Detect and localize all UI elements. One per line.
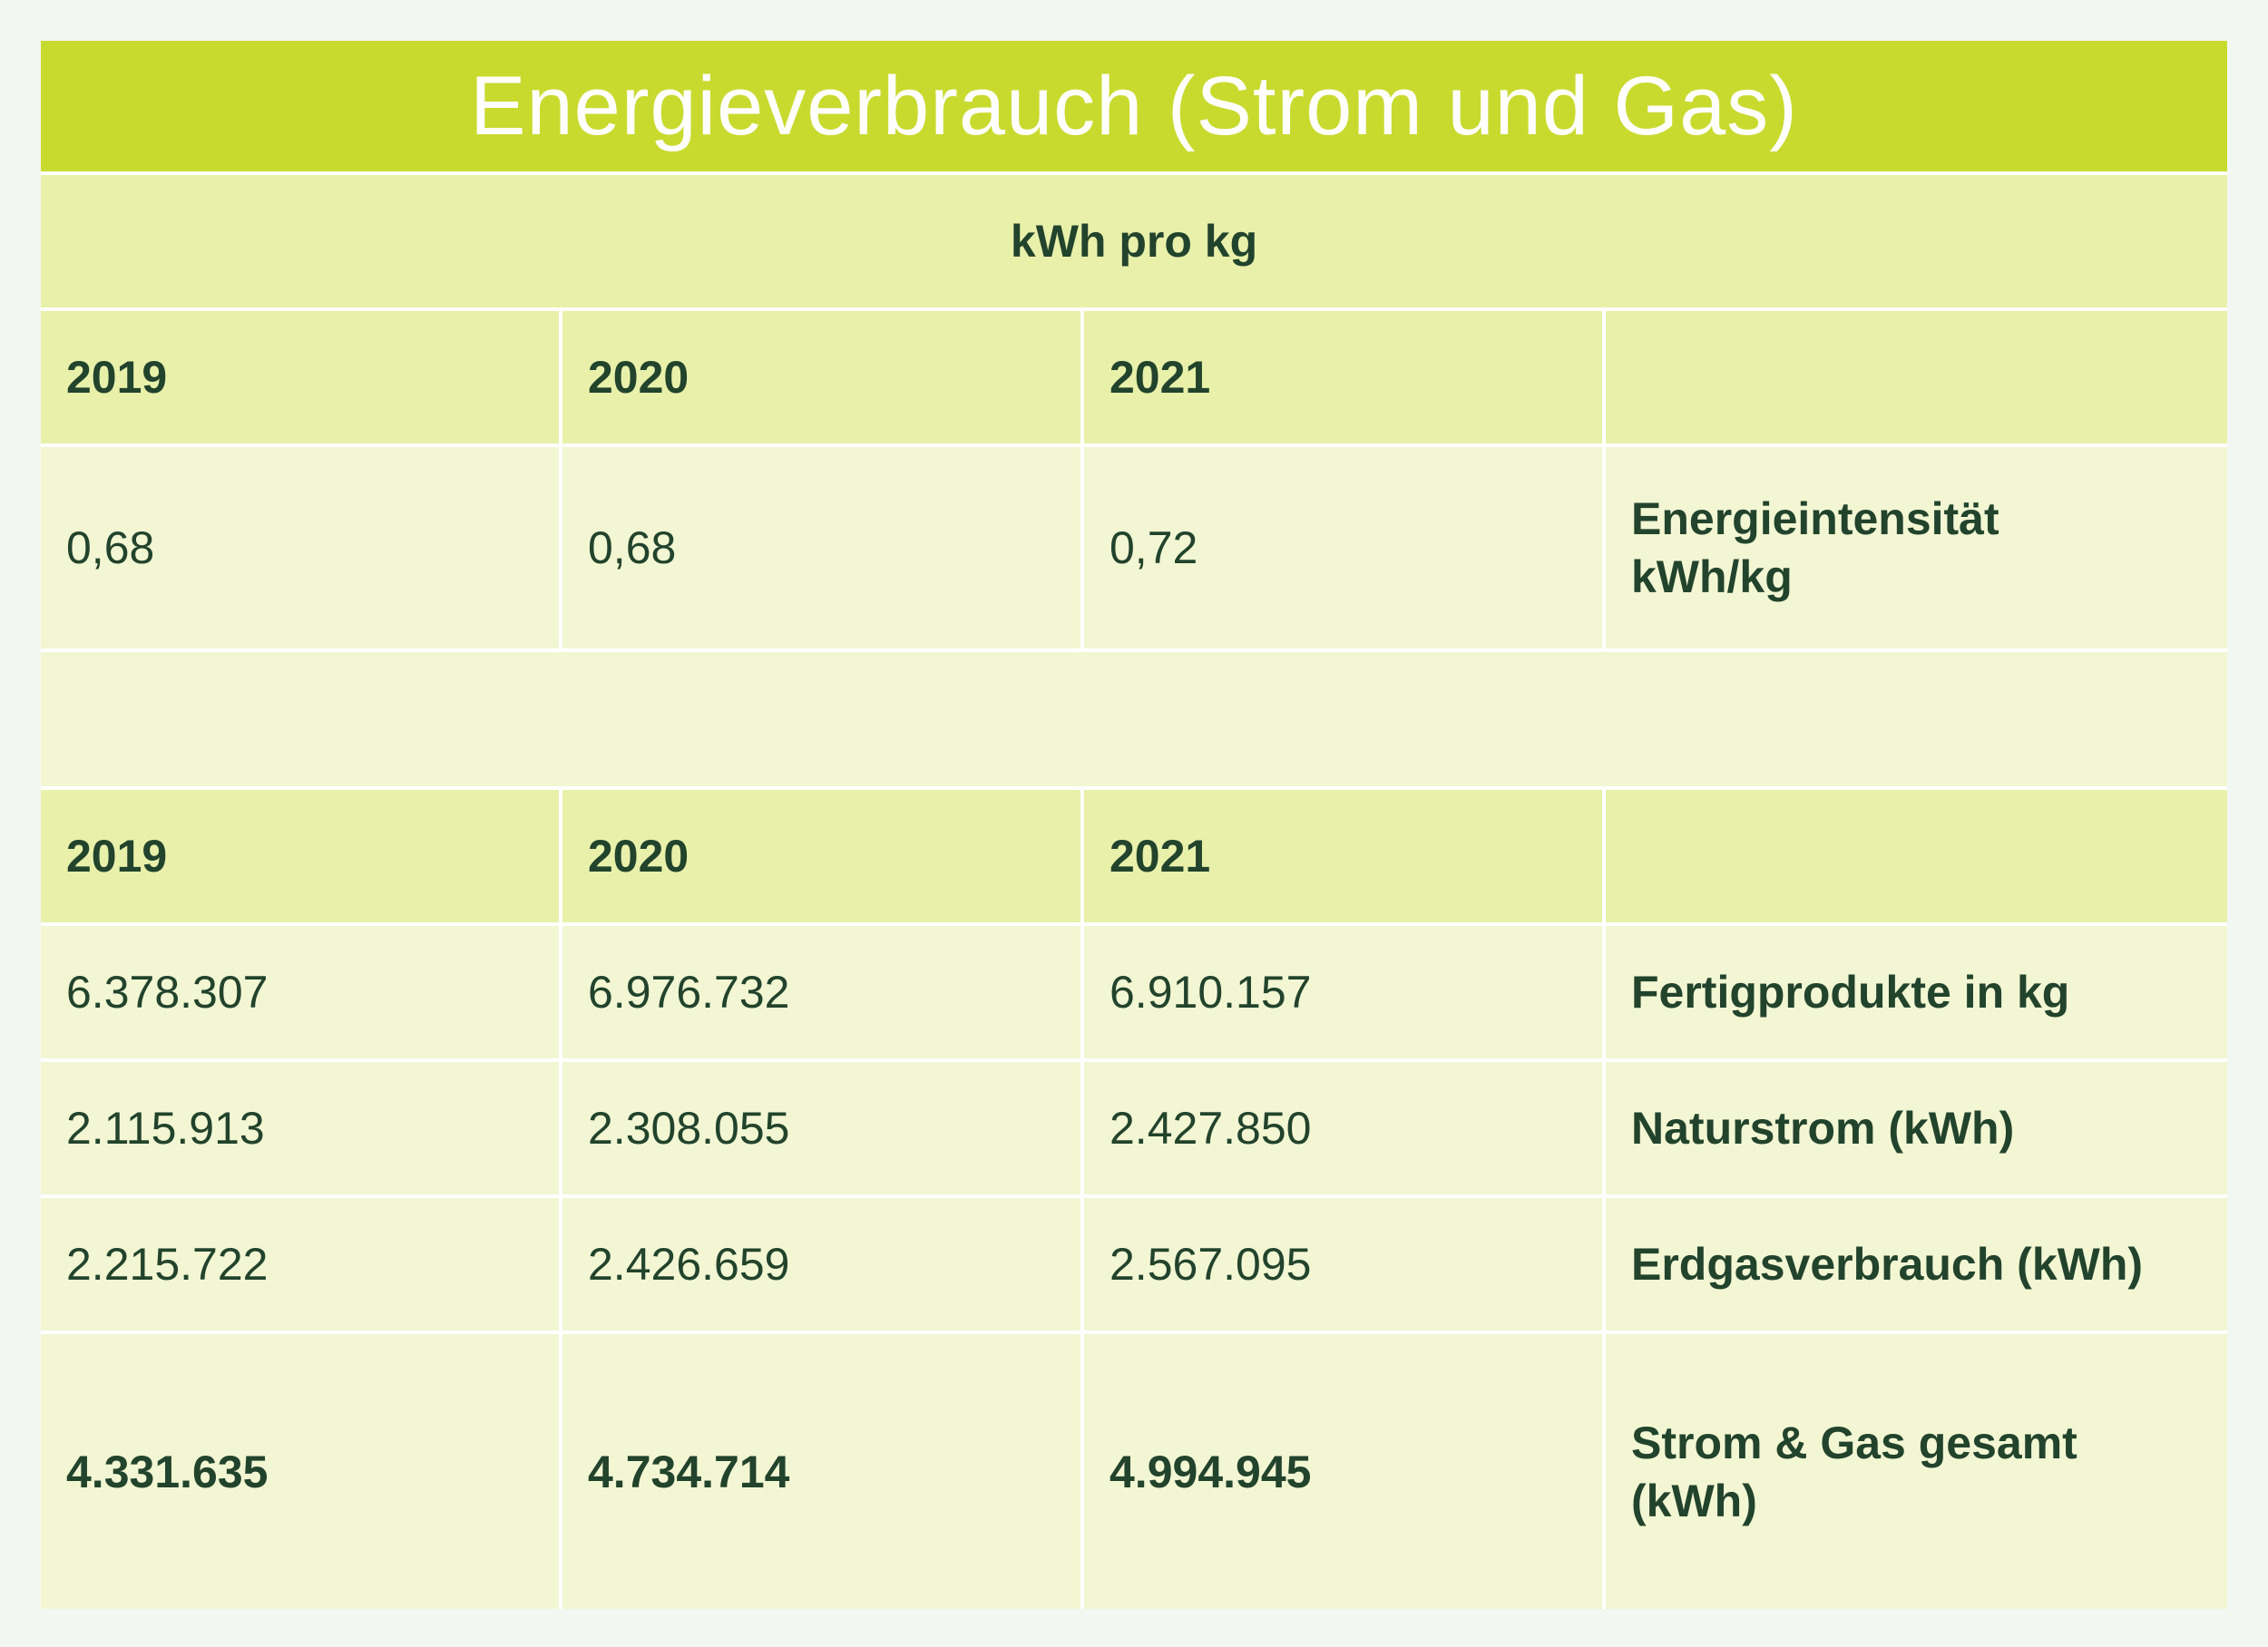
consumption-header-row: 2019 2020 2021 [41,790,2227,926]
total-row: 4.331.635 4.734.714 4.994.945 Strom & Ga… [41,1334,2227,1609]
year-header: 2020 [562,790,1084,922]
row-label-text: Strom & Gas gesamt (kWh) [1631,1417,2077,1526]
total-value-cell: 4.994.945 [1084,1334,1606,1609]
row-label: Energieintensität kWh/kg [1606,447,2227,648]
total-value-cell: 4.734.714 [562,1334,1084,1609]
year-header: 2021 [1084,790,1606,922]
table-row: 2.215.722 2.426.659 2.567.095 Erdgasverb… [41,1198,2227,1334]
value-cell: 6.378.307 [41,926,562,1058]
row-label: Naturstrom (kWh) [1606,1062,2227,1194]
row-label: Fertigprodukte in kg [1606,926,2227,1058]
intensity-header-row: 2019 2020 2021 [41,311,2227,447]
row-label-text: Energieintensität kWh/kg [1631,493,1999,602]
value-cell: 2.567.095 [1084,1198,1606,1330]
table-title: Energieverbrauch (Strom und Gas) [470,59,1798,152]
year-header: 2021 [1084,311,1606,443]
intensity-row: 0,68 0,68 0,72 Energieintensität kWh/kg [41,447,2227,652]
table-spacer [41,652,2227,790]
value-cell: 2.427.850 [1084,1062,1606,1194]
value-cell: 2.215.722 [41,1198,562,1330]
value-cell: 6.976.732 [562,926,1084,1058]
year-header: 2019 [41,790,562,922]
value-cell: 0,68 [562,447,1084,648]
value-cell: 0,68 [41,447,562,648]
unit-row: kWh pro kg [41,175,2227,311]
value-cell: 2.308.055 [562,1062,1084,1194]
table-row: 2.115.913 2.308.055 2.427.850 Naturstrom… [41,1062,2227,1198]
table-row: 6.378.307 6.976.732 6.910.157 Fertigprod… [41,926,2227,1062]
value-cell: 6.910.157 [1084,926,1606,1058]
value-cell: 2.426.659 [562,1198,1084,1330]
year-header: 2020 [562,311,1084,443]
total-value-cell: 4.331.635 [41,1334,562,1609]
title-bar: Energieverbrauch (Strom und Gas) [41,41,2227,175]
row-label: Strom & Gas gesamt (kWh) [1606,1334,2227,1609]
energy-table: Energieverbrauch (Strom und Gas) kWh pro… [41,41,2227,1609]
row-label: Erdgasverbrauch (kWh) [1606,1198,2227,1330]
label-header [1606,311,2227,443]
value-cell: 2.115.913 [41,1062,562,1194]
year-header: 2019 [41,311,562,443]
value-cell: 0,72 [1084,447,1606,648]
label-header [1606,790,2227,922]
